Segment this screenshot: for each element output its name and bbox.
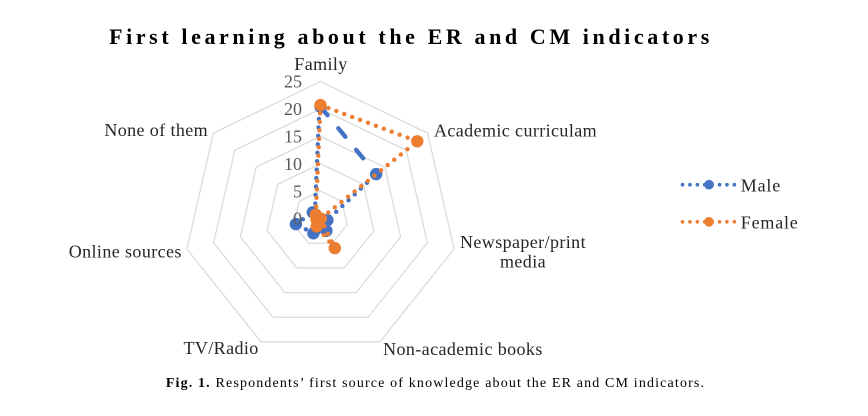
svg-text:10: 10	[284, 154, 302, 174]
svg-text:First learning about the ER an: First learning about the ER and CM indic…	[109, 24, 713, 49]
svg-text:Female: Female	[741, 213, 799, 233]
svg-text:Non-academic books: Non-academic books	[383, 339, 543, 359]
svg-text:media: media	[500, 252, 546, 272]
svg-text:0: 0	[293, 209, 302, 229]
svg-text:15: 15	[284, 127, 302, 147]
svg-text:Newspaper/print: Newspaper/print	[460, 232, 586, 252]
svg-text:5: 5	[293, 181, 302, 201]
svg-text:None of them: None of them	[104, 120, 208, 140]
svg-text:TV/Radio: TV/Radio	[183, 338, 258, 358]
svg-text:20: 20	[284, 99, 302, 119]
svg-text:Online sources: Online sources	[69, 242, 182, 262]
svg-text:25: 25	[284, 72, 302, 92]
svg-text:Fig. 1. Respondents’ first sou: Fig. 1. Respondents’ first source of kno…	[166, 376, 705, 391]
svg-text:Academic curriculam: Academic curriculam	[434, 120, 597, 140]
svg-text:Male: Male	[741, 175, 781, 195]
svg-text:Family: Family	[294, 54, 347, 74]
